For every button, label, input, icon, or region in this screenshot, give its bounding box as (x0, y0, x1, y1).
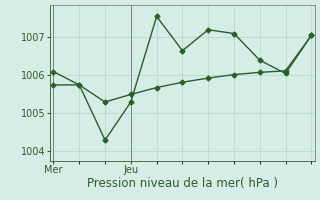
X-axis label: Pression niveau de la mer( hPa ): Pression niveau de la mer( hPa ) (87, 177, 278, 190)
